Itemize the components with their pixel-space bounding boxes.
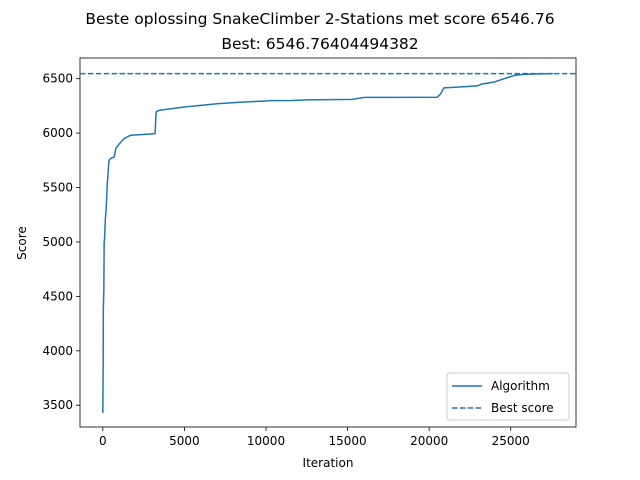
y-tick-label: 6500	[42, 72, 73, 86]
x-tick-label: 15000	[328, 434, 366, 448]
x-axis-ticks: 0 5000 10000 15000 20000 25000	[99, 427, 530, 448]
plot-frame	[79, 57, 577, 428]
y-axis-label: Score	[15, 226, 29, 260]
x-tick-label: 25000	[492, 434, 530, 448]
chart-title: Beste oplossing SnakeClimber 2-Stations …	[85, 10, 554, 28]
legend-label-algorithm: Algorithm	[491, 379, 550, 393]
chart-legend: Algorithm Best score	[446, 372, 570, 421]
y-axis-ticks: 3500 4000 4500 5000 5500 6000 6500	[42, 72, 80, 412]
x-tick-label: 10000	[247, 434, 285, 448]
legend-label-best-score: Best score	[491, 401, 554, 415]
y-tick-label: 6000	[42, 126, 73, 140]
series-algorithm-line	[102, 72, 554, 413]
chart-subtitle: Best: 6546.76404494382	[221, 35, 418, 53]
y-tick-label: 4500	[42, 289, 73, 303]
x-tick-label: 5000	[169, 434, 200, 448]
x-axis-label: Iteration	[303, 456, 354, 470]
x-tick-label: 0	[99, 434, 107, 448]
series-lines	[80, 72, 576, 413]
plot-area	[79, 57, 577, 428]
x-tick-label: 20000	[410, 434, 448, 448]
y-tick-label: 3500	[42, 398, 73, 412]
y-tick-label: 4000	[42, 344, 73, 358]
y-tick-label: 5500	[42, 181, 73, 195]
y-tick-label: 5000	[42, 235, 73, 249]
